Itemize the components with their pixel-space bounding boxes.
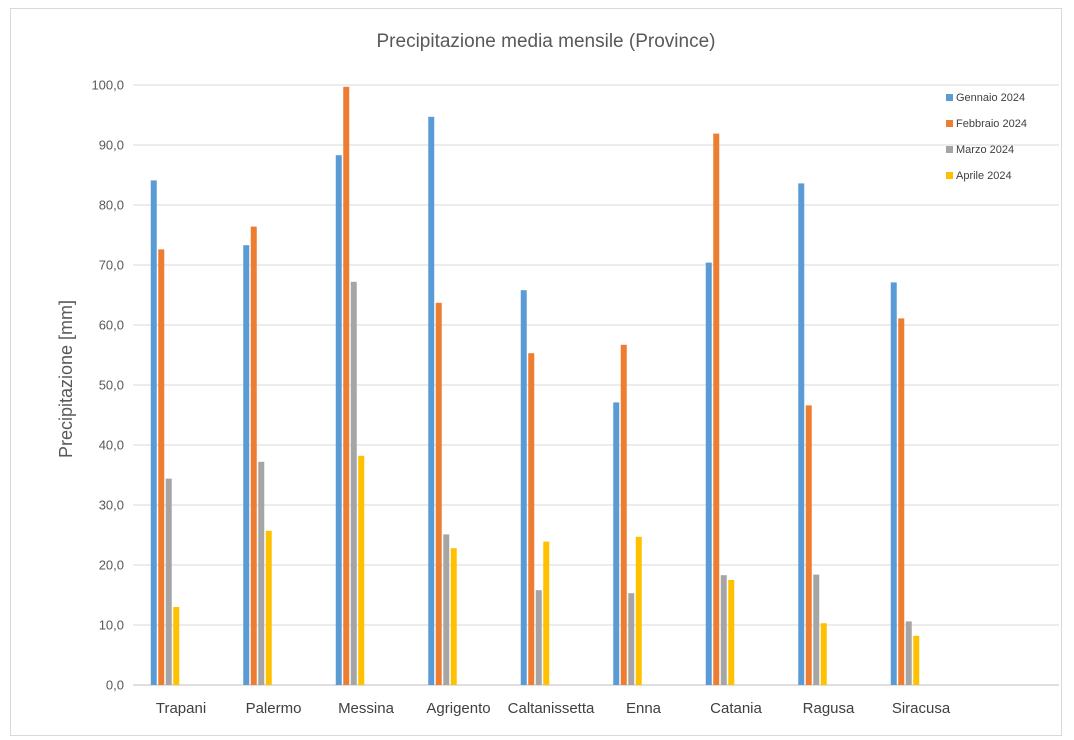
y-tick-label: 80,0 bbox=[99, 198, 124, 213]
gridlines bbox=[133, 84, 1059, 686]
bar bbox=[913, 635, 920, 685]
category-label: Catania bbox=[710, 700, 762, 717]
category-label: Caltanissetta bbox=[508, 700, 595, 717]
bar bbox=[613, 402, 620, 685]
bar bbox=[258, 461, 265, 685]
bar bbox=[820, 623, 827, 685]
bar bbox=[335, 155, 342, 685]
bar bbox=[620, 344, 627, 685]
bar bbox=[898, 318, 905, 685]
legend-swatch bbox=[946, 172, 953, 179]
bar bbox=[890, 282, 897, 685]
y-tick-label: 100,0 bbox=[91, 78, 124, 93]
bar bbox=[150, 180, 157, 685]
bar bbox=[720, 575, 727, 685]
bar bbox=[243, 245, 250, 685]
category-label: Trapani bbox=[156, 700, 206, 717]
category-label: Agrigento bbox=[426, 700, 490, 717]
bar bbox=[728, 580, 735, 685]
legend-swatch bbox=[946, 146, 953, 153]
bar bbox=[358, 455, 365, 685]
legend: Gennaio 2024 Febbraio 2024 Marzo 2024 April… bbox=[946, 92, 1027, 182]
bar bbox=[713, 133, 720, 686]
bar bbox=[705, 262, 712, 685]
legend-entry: Febbraio 2024 bbox=[956, 118, 1027, 130]
legend-swatch bbox=[946, 94, 953, 101]
bar bbox=[435, 302, 442, 685]
legend-entry: Gennaio 2024 bbox=[956, 92, 1025, 104]
bar bbox=[165, 478, 172, 685]
y-tick-label: 30,0 bbox=[99, 498, 124, 513]
bar bbox=[520, 290, 527, 685]
bar bbox=[428, 116, 435, 686]
legend-entry: Aprile 2024 bbox=[956, 170, 1012, 182]
y-tick-label: 10,0 bbox=[99, 618, 124, 633]
y-tick-label: 70,0 bbox=[99, 258, 124, 273]
bar bbox=[343, 86, 350, 686]
category-label: Ragusa bbox=[803, 700, 855, 717]
y-tick-label: 60,0 bbox=[99, 318, 124, 333]
bar bbox=[158, 249, 165, 685]
y-tick-labels: 0,0 10,0 20,0 30,0 40,0 50,0 60,0 70,0 80,0 90,0 1… bbox=[91, 78, 124, 693]
bar-chart: Precipitazione media mensile (Province) … bbox=[56, 31, 1059, 717]
bar bbox=[805, 405, 812, 685]
legend-swatch bbox=[946, 120, 953, 127]
bar bbox=[443, 534, 450, 685]
y-tick-label: 50,0 bbox=[99, 378, 124, 393]
category-label: Messina bbox=[338, 700, 395, 717]
y-tick-label: 20,0 bbox=[99, 558, 124, 573]
bar bbox=[813, 574, 820, 685]
y-tick-label: 0,0 bbox=[106, 678, 124, 693]
bar bbox=[798, 183, 805, 685]
bar bbox=[635, 536, 642, 685]
bar bbox=[535, 590, 542, 685]
category-label: Siracusa bbox=[892, 700, 951, 717]
bar bbox=[250, 226, 257, 685]
chart-title: Precipitazione media mensile (Province) bbox=[377, 31, 716, 52]
category-labels: Trapani Palermo Messina Agrigento Caltanisse… bbox=[156, 700, 951, 717]
legend-entry: Marzo 2024 bbox=[956, 144, 1014, 156]
bars bbox=[150, 86, 920, 686]
bar bbox=[173, 607, 180, 685]
bar bbox=[628, 593, 635, 685]
category-label: Palermo bbox=[246, 700, 302, 717]
category-label: Enna bbox=[626, 700, 662, 717]
bar bbox=[528, 353, 535, 685]
chart-frame: Precipitazione media mensile (Province) … bbox=[10, 8, 1062, 736]
y-tick-label: 90,0 bbox=[99, 138, 124, 153]
bar bbox=[350, 281, 357, 685]
y-axis-label: Precipitazione [mm] bbox=[56, 300, 76, 458]
y-tick-label: 40,0 bbox=[99, 438, 124, 453]
bar bbox=[543, 541, 550, 685]
bar bbox=[450, 548, 457, 685]
bar bbox=[265, 530, 272, 685]
bar bbox=[905, 621, 912, 685]
